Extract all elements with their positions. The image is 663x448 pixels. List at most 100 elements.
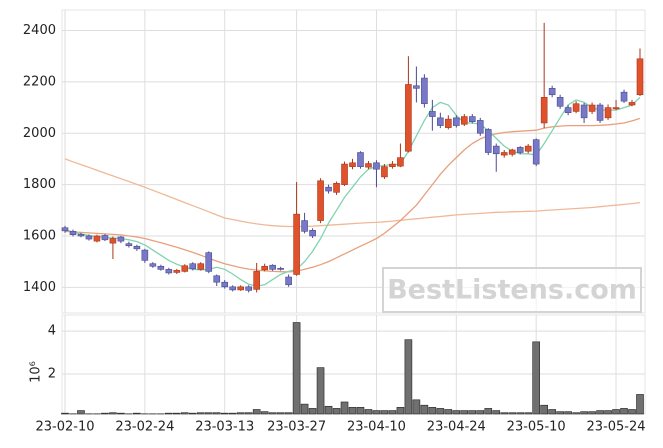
volume-bar	[493, 411, 500, 414]
volume-bar	[101, 413, 108, 414]
candle-body	[350, 163, 356, 167]
grid	[62, 10, 645, 414]
candle-body	[262, 266, 268, 270]
volume-bar	[221, 413, 228, 414]
volume-bar	[325, 406, 332, 414]
candle-body	[421, 78, 427, 104]
candle-body	[453, 118, 459, 126]
candle-body	[94, 236, 100, 241]
volume-bar	[629, 409, 636, 414]
volume-bar	[373, 411, 380, 414]
volume-bar	[357, 407, 364, 414]
volume-bar	[517, 413, 524, 414]
volume-bar	[341, 402, 348, 414]
candle-body	[381, 167, 387, 177]
candle-body	[182, 266, 188, 272]
candle-body	[86, 236, 92, 239]
candle-body	[605, 108, 611, 118]
y-tick-label: 2200	[23, 74, 56, 89]
volume-bar	[605, 411, 612, 414]
candle-body	[294, 214, 300, 274]
candle-body	[342, 164, 348, 185]
volume-bar	[581, 412, 588, 414]
candle-body	[174, 270, 180, 272]
candle-body	[501, 153, 507, 156]
candle-body	[230, 287, 236, 290]
candle-body	[326, 187, 332, 191]
volume-bar	[621, 408, 628, 414]
candle-body	[429, 111, 435, 116]
volume-bar	[453, 411, 460, 414]
volume-bar	[173, 413, 180, 414]
x-tick-label: 23-04-10	[347, 420, 406, 435]
x-tick-label: 23-05-10	[507, 420, 566, 435]
volume-bar	[573, 413, 580, 414]
candle-body	[509, 150, 515, 154]
candle-body	[533, 140, 539, 164]
candle-body	[357, 153, 363, 167]
candle-body	[565, 108, 571, 113]
volume-bar	[309, 408, 316, 414]
volume-bar	[469, 411, 476, 414]
candle-body	[214, 276, 220, 282]
volume-bar	[365, 409, 372, 414]
candle-body	[166, 269, 172, 273]
candle-body	[62, 228, 68, 231]
volume-bar	[405, 340, 412, 414]
volume-bar	[533, 342, 540, 414]
candle-body	[254, 271, 260, 289]
volume-bar	[205, 413, 212, 414]
volume-bar	[461, 411, 468, 414]
x-tick-label: 23-03-27	[267, 420, 326, 435]
candle-body	[397, 158, 403, 166]
volume-bar	[245, 413, 252, 414]
volume-bar	[181, 413, 188, 414]
x-tick-label: 23-02-10	[35, 420, 94, 435]
candle-body	[525, 146, 531, 151]
volume-bar	[229, 413, 236, 414]
candle-body	[310, 230, 316, 236]
candle-body	[278, 268, 284, 269]
volume-bar	[437, 408, 444, 414]
volume-bar	[133, 413, 140, 414]
candle-body	[557, 97, 563, 106]
volume-bar	[349, 407, 356, 414]
candle-body	[461, 117, 467, 125]
candle-body	[485, 129, 491, 152]
candle-body	[541, 97, 547, 123]
watermark: BestListens.com	[387, 275, 637, 306]
y-tick-label: 1800	[23, 177, 56, 192]
volume-bar	[301, 404, 308, 414]
candle-body	[126, 244, 132, 246]
x-tick-label: 23-04-24	[427, 420, 486, 435]
volume-bar	[549, 409, 556, 414]
candle-body	[158, 266, 164, 269]
volume-bar	[565, 412, 572, 414]
candle-body	[637, 59, 643, 95]
volume-bar	[189, 413, 196, 414]
volume-bar	[165, 413, 172, 414]
candle-body	[373, 163, 379, 169]
volume-bar	[269, 413, 276, 414]
volume-bar	[389, 411, 396, 414]
x-tick-label: 23-02-24	[115, 420, 174, 435]
candle-body	[549, 88, 555, 94]
volume-bar	[397, 407, 404, 414]
volume-bar	[541, 405, 548, 414]
volume-bar	[213, 413, 220, 414]
volume-bar	[285, 413, 292, 414]
volume-bar	[381, 411, 388, 414]
volume-bar	[509, 413, 516, 414]
volume-bar	[277, 413, 284, 414]
candle-body	[365, 164, 371, 168]
volume-bar	[501, 413, 508, 414]
candle-body	[206, 253, 212, 272]
candle-body	[270, 265, 276, 269]
candle-body	[469, 117, 475, 122]
volume-bar	[589, 412, 596, 414]
volume-bar	[261, 412, 268, 414]
candle-body	[597, 105, 603, 120]
candle-body	[134, 246, 140, 249]
volume-bar	[477, 411, 484, 414]
